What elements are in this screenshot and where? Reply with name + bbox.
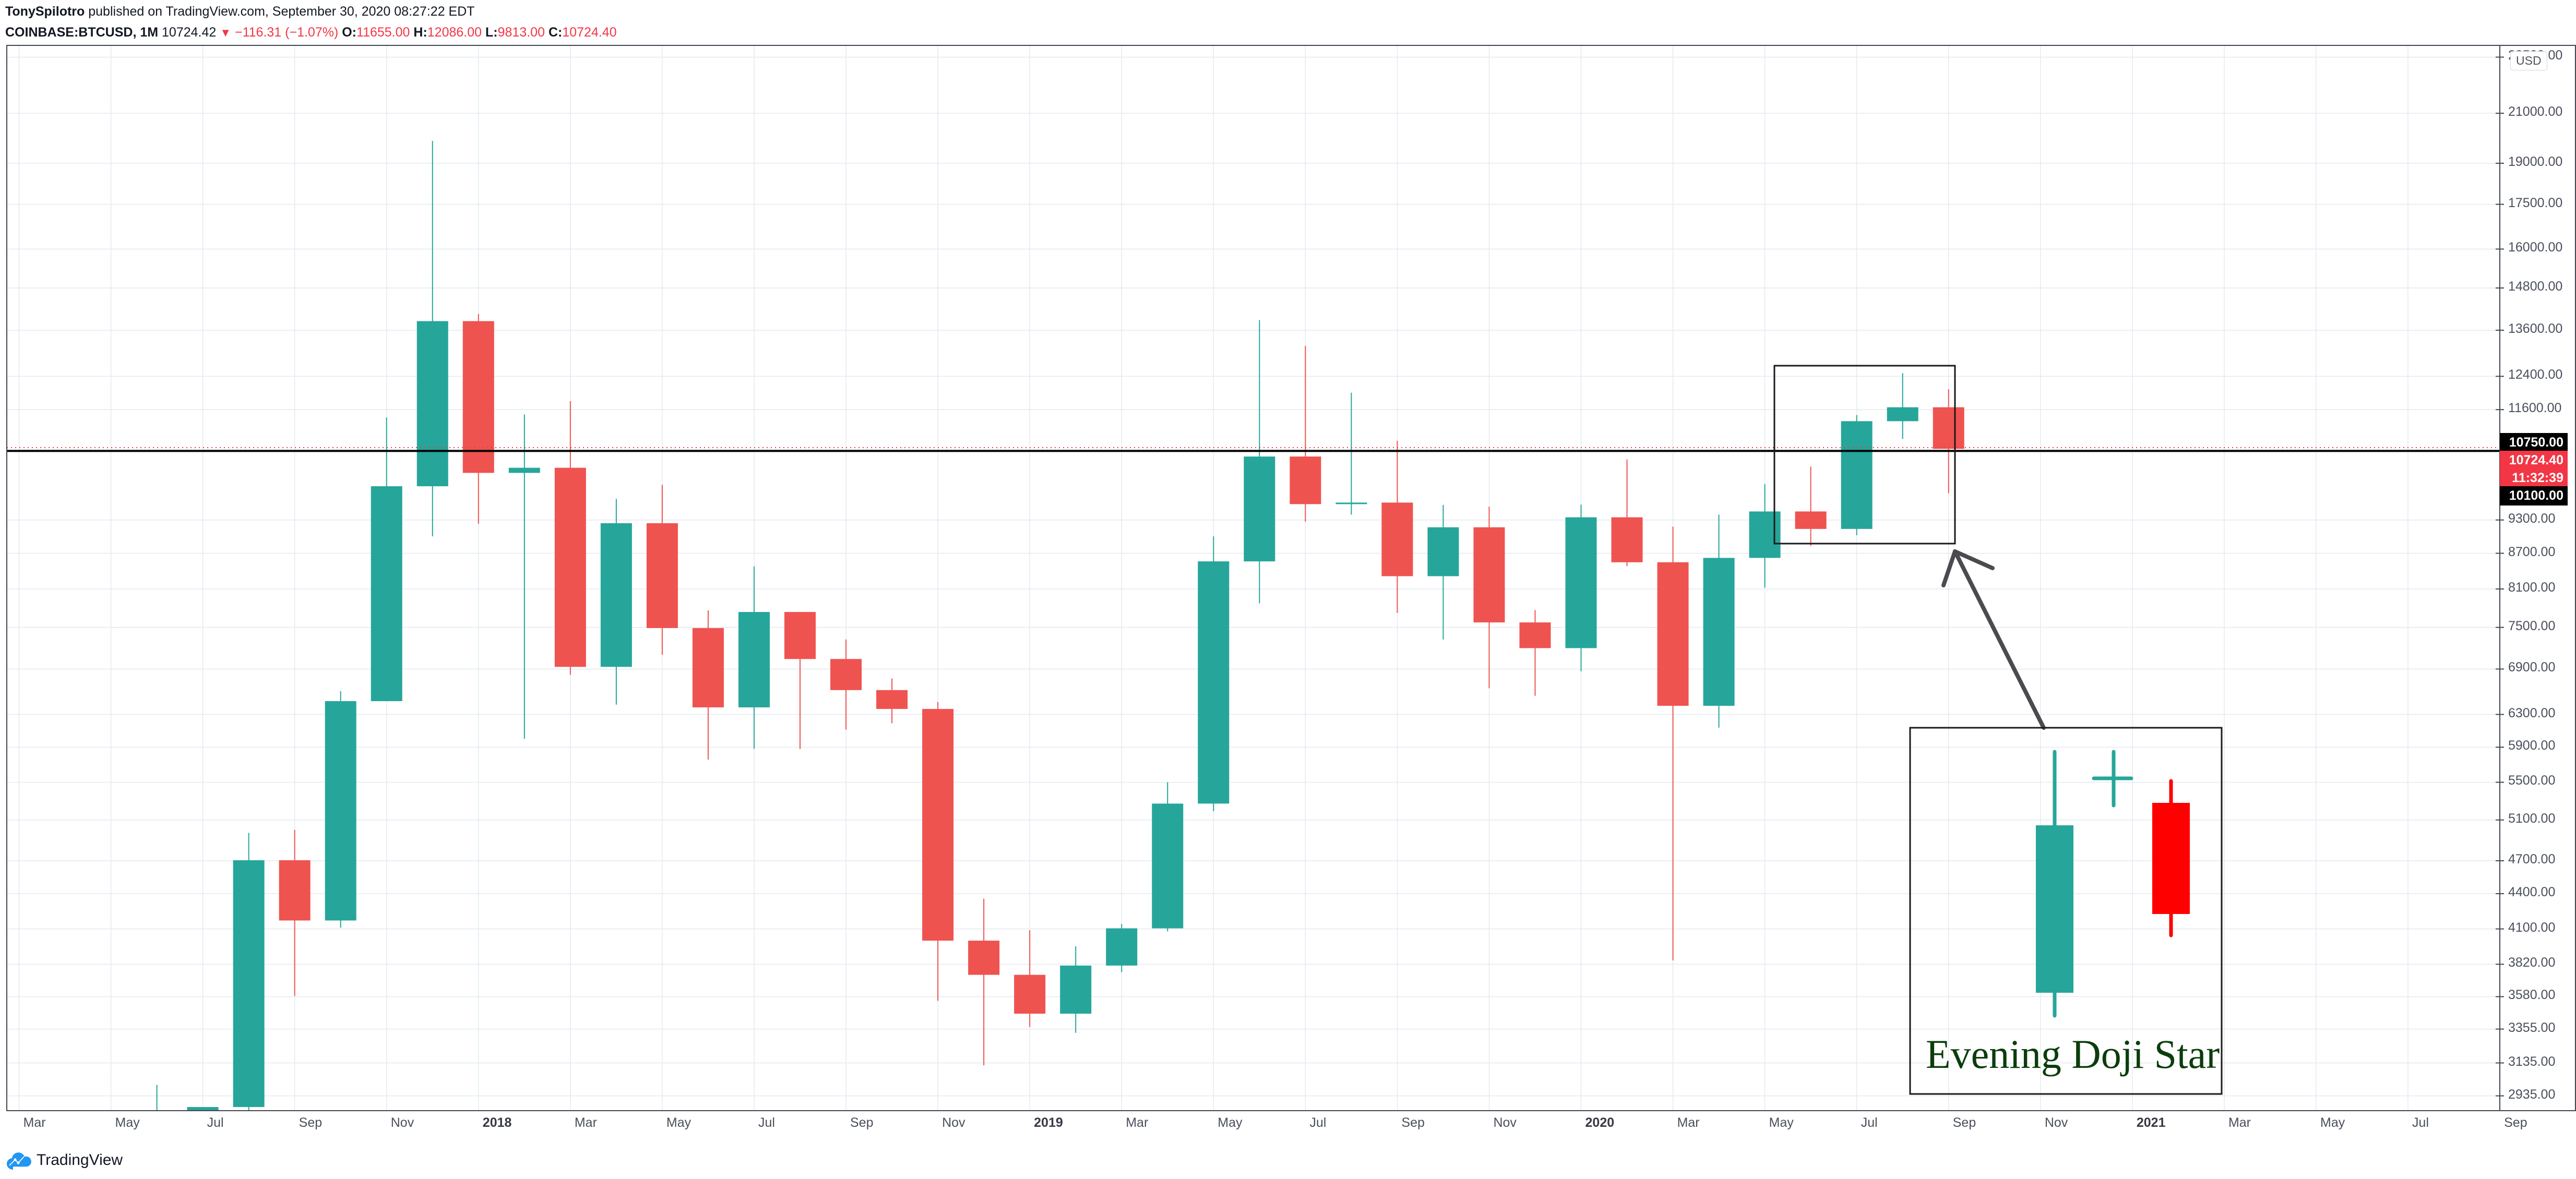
svg-text:Evening Doji Star: Evening Doji Star xyxy=(1926,1031,2220,1077)
